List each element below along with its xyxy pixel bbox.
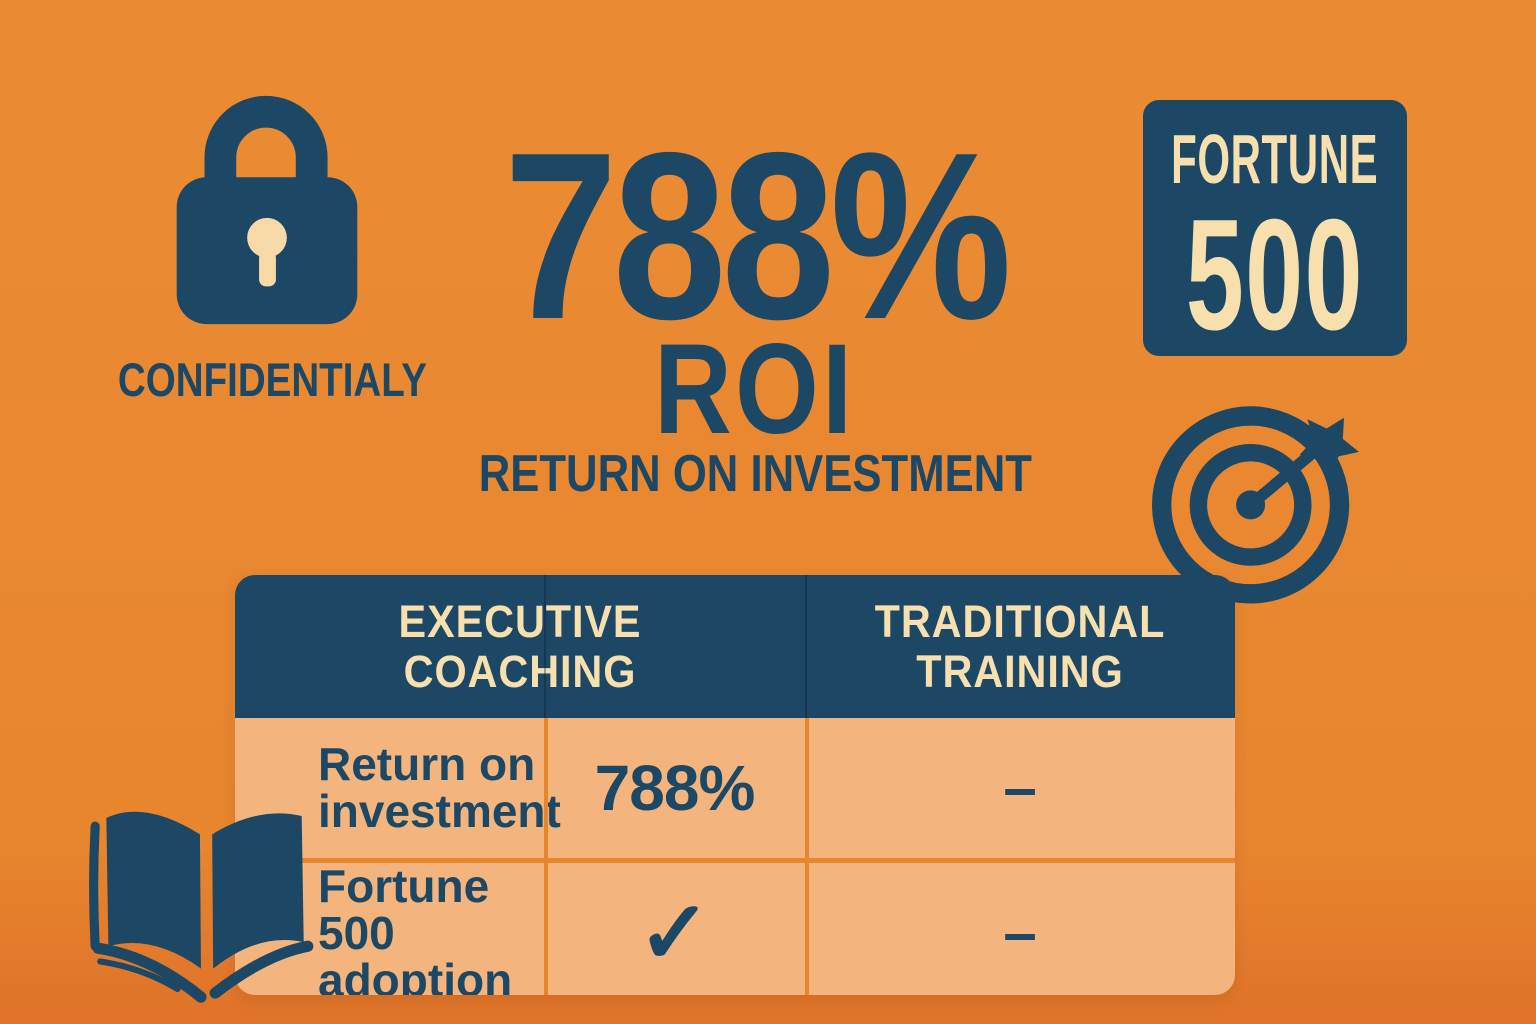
header-divider	[805, 575, 807, 718]
target-bullseye-arrow-icon	[1152, 406, 1359, 604]
fortune-500-number: 500	[1186, 187, 1364, 363]
column-divider	[544, 718, 548, 995]
confidential-label: CONFIDENTIALY	[82, 352, 462, 407]
row-label-fortune500: Fortune 500 adoption	[318, 860, 513, 995]
header-divider	[544, 575, 546, 718]
hero-roi-label: ROI	[654, 318, 856, 461]
table-row: Return on investment 788% –	[235, 718, 1235, 858]
open-book-icon	[89, 811, 314, 1003]
comparison-table: EXECUTIVE COACHING TRADITIONAL TRAINING …	[235, 575, 1235, 995]
hero-roi-sublabel: RETURN ON INVESTMENT	[478, 445, 1032, 503]
column-divider	[805, 718, 809, 995]
confidential-text: CONFIDENTIALY	[117, 353, 427, 406]
lock-icon	[176, 95, 358, 325]
hero-roi-value: 788%	[503, 104, 1012, 369]
table-header-row: EXECUTIVE COACHING TRADITIONAL TRAINING	[235, 575, 1235, 718]
cell-roi-executive: 788%	[594, 752, 756, 824]
table-row: Fortune 500 adoption ✓ –	[235, 858, 1235, 995]
table-body: Return on investment 788% – Fortune 500 …	[235, 718, 1235, 995]
fortune-label: FORTUNE	[1171, 120, 1379, 198]
cell-fortune500-executive-checkmark: ✓	[637, 883, 712, 983]
header-traditional-training: TRADITIONAL TRAINING	[874, 596, 1166, 697]
fortune-500-badge: FORTUNE 500	[1143, 100, 1407, 356]
cell-roi-traditional: –	[1003, 754, 1037, 821]
header-executive-coaching: EXECUTIVE COACHING	[398, 596, 642, 697]
cell-fortune500-traditional: –	[1003, 899, 1037, 967]
row-label-roi: Return on investment	[318, 738, 561, 837]
